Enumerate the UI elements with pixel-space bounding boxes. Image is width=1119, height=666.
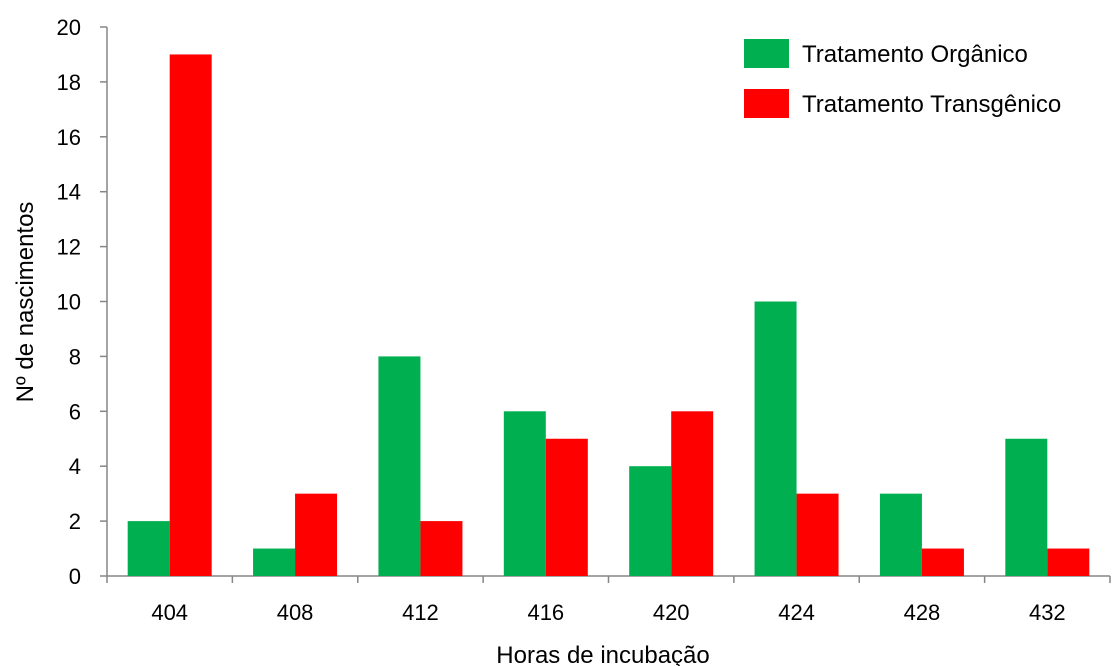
- x-tick-label: 416: [527, 600, 564, 625]
- bar-organico-412: [378, 356, 421, 576]
- bar-organico-404: [127, 521, 170, 576]
- y-tick-label: 18: [57, 70, 81, 95]
- y-tick-label: 2: [69, 509, 81, 534]
- bar-organico-424: [754, 301, 797, 576]
- y-tick-label: 8: [69, 344, 81, 369]
- bar-organico-432: [1005, 438, 1048, 576]
- bar-organico-420: [629, 466, 672, 576]
- x-tick-label: 432: [1029, 600, 1066, 625]
- bar-organico-408: [253, 548, 296, 576]
- x-axis: 404 408 412 416 420 424 428 432: [106, 575, 1111, 625]
- bar-transgenico-428: [921, 548, 964, 576]
- bar-transgenico-408: [295, 493, 338, 576]
- y-tick-label: 20: [57, 15, 81, 40]
- x-tick-label: 412: [402, 600, 439, 625]
- legend-label: Tratamento Orgânico: [802, 41, 1028, 68]
- bar-transgenico-412: [420, 521, 463, 576]
- bar-transgenico-404: [169, 54, 212, 576]
- x-tick-label: 408: [277, 600, 314, 625]
- bar-organico-428: [879, 493, 922, 576]
- y-tick-label: 4: [69, 454, 81, 479]
- bar-transgenico-432: [1047, 548, 1090, 576]
- y-tick-label: 10: [57, 290, 81, 315]
- x-axis-title: Horas de incubação: [496, 642, 709, 666]
- x-tick-label: 424: [778, 600, 815, 625]
- legend-swatch: [744, 89, 789, 118]
- y-tick-label: 12: [57, 235, 81, 260]
- legend-swatch: [744, 39, 789, 68]
- bar-organico-416: [503, 411, 546, 576]
- y-axis-title: Nº de nascimentos: [12, 202, 39, 403]
- bars: [127, 54, 1090, 576]
- legend: Tratamento Orgânico Tratamento Transgênic…: [744, 39, 1061, 118]
- legend-label: Tratamento Transgênico: [802, 91, 1061, 118]
- bar-transgenico-420: [671, 411, 714, 576]
- y-tick-label: 0: [69, 564, 81, 589]
- y-tick-label: 14: [57, 180, 81, 205]
- y-tick-label: 6: [69, 399, 81, 424]
- y-tick-label: 16: [57, 125, 81, 150]
- bar-transgenico-424: [796, 493, 839, 576]
- x-tick-label: 404: [151, 600, 188, 625]
- y-axis: 0 2 4 6 8 10 12 14 16 18 20: [57, 15, 108, 589]
- x-tick-label: 428: [904, 600, 941, 625]
- bar-transgenico-416: [545, 438, 588, 576]
- x-tick-label: 420: [653, 600, 690, 625]
